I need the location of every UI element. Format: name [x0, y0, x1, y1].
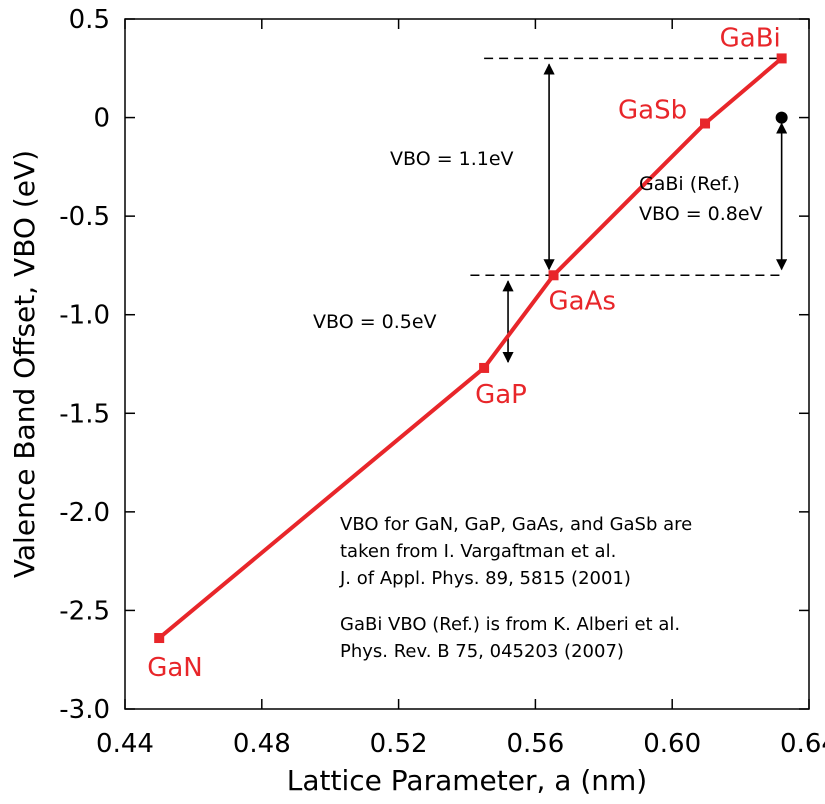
note-1-line: VBO for GaN, GaP, GaAs, and GaSb are — [340, 514, 692, 535]
x-tick-label: 0.44 — [96, 729, 154, 759]
y-tick-label: 0 — [93, 104, 110, 134]
gabi-ref-point — [775, 111, 788, 124]
vbo-1-1ev-label: VBO = 1.1eV — [390, 148, 514, 170]
plot-frame — [124, 18, 810, 710]
y-tick-label: -1.0 — [59, 301, 110, 331]
data-point-gap — [479, 362, 490, 373]
point-label-gabi: GaBi — [720, 23, 781, 53]
reference-point-group — [775, 111, 788, 124]
note-2-line: GaBi VBO (Ref.) is from K. Alberi et al. — [340, 614, 680, 635]
x-tick-label: 0.56 — [506, 729, 564, 759]
point-labels: GaN GaP GaAs GaSb GaBi — [147, 23, 781, 683]
data-point-gabi — [776, 53, 787, 64]
point-label-gasb: GaSb — [618, 95, 687, 125]
vbo-series — [154, 53, 787, 644]
data-point-gan — [154, 633, 165, 644]
tick-label-group: 0.44 0.48 0.52 0.56 0.60 0.64 0.5 0 -0.5 -1.0 -1.5… — [59, 5, 825, 759]
vbo-arrows — [502, 63, 788, 364]
point-label-gan: GaN — [147, 653, 203, 683]
x-tick-label: 0.60 — [643, 729, 701, 759]
dashed-reference-lines — [470, 57, 782, 277]
ref-label-gabi: GaBi (Ref.) — [639, 173, 740, 195]
y-axis-title: Valence Band Offset, VBO (eV) — [8, 150, 41, 578]
annotations: VBO = 1.1eV VBO = 0.5eV GaBi (Ref.) VBO = 0… — [313, 148, 763, 662]
tick-group — [124, 18, 810, 710]
x-axis-title: Lattice Parameter, a (nm) — [287, 764, 647, 797]
y-tick-label: -2.0 — [59, 498, 110, 528]
y-tick-label: -0.5 — [59, 202, 110, 232]
point-label-gap: GaP — [475, 380, 527, 410]
x-tick-label: 0.64 — [780, 729, 825, 759]
data-point-gaas — [548, 270, 559, 281]
point-label-gaas: GaAs — [549, 286, 616, 316]
x-tick-label: 0.48 — [233, 729, 291, 759]
x-tick-label: 0.52 — [370, 729, 428, 759]
data-point-gasb — [700, 118, 711, 129]
note-1-line: J. of Appl. Phys. 89, 5815 (2001) — [339, 568, 631, 589]
ref-label-vbo: VBO = 0.8eV — [639, 203, 763, 225]
vbo-0-5ev-label: VBO = 0.5eV — [313, 311, 437, 333]
note-1-line: taken from I. Vargaftman et al. — [340, 541, 616, 562]
y-tick-label: -3.0 — [59, 695, 110, 725]
y-tick-label: -2.5 — [59, 596, 110, 626]
y-tick-label: -1.5 — [59, 399, 110, 429]
note-2-line: Phys. Rev. B 75, 045203 (2007) — [340, 641, 624, 662]
y-tick-label: 0.5 — [69, 5, 110, 35]
